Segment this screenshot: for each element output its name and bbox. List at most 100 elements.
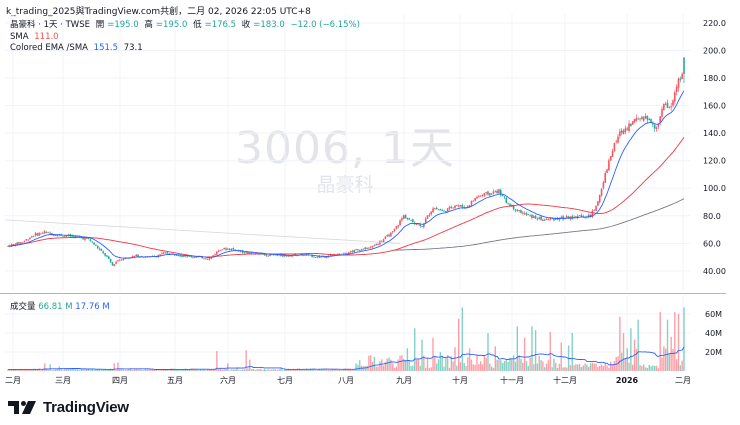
candle [576, 214, 579, 220]
volume-bar [106, 369, 108, 371]
svg-text:220.0: 220.0 [703, 19, 726, 28]
candle [109, 258, 112, 263]
volume-bar [589, 363, 592, 371]
candle [679, 76, 682, 83]
candle [661, 106, 663, 119]
candle [34, 232, 37, 237]
volume-bar [621, 352, 623, 371]
volume-bar [122, 369, 125, 371]
volume-bar [27, 369, 29, 371]
volume-bar [163, 369, 165, 371]
sma-legend-row[interactable]: SMA 111.0 [10, 32, 363, 44]
volume-bar [329, 370, 332, 371]
volume-bar [683, 307, 685, 371]
volume-bar [555, 362, 557, 371]
svg-text:120.0: 120.0 [703, 157, 726, 166]
candle [635, 114, 638, 122]
volume-bar [613, 361, 616, 371]
volume-bar [357, 364, 359, 371]
volume-bar [36, 369, 39, 371]
candle [639, 117, 641, 122]
candle [608, 158, 610, 171]
volume-bar [353, 369, 355, 371]
volume-bar [97, 369, 99, 371]
candle [653, 123, 656, 132]
volume-bar [571, 333, 573, 371]
candle [609, 156, 612, 161]
candle [613, 142, 616, 152]
volume-bar [516, 326, 518, 371]
volume-bar [102, 369, 104, 371]
candle [578, 214, 581, 216]
volume-bar [478, 364, 480, 371]
candle [523, 211, 526, 216]
candle [96, 245, 99, 250]
candle [483, 192, 486, 198]
volume-bar [274, 369, 277, 371]
volume-bar [340, 370, 343, 371]
volume-bar [289, 369, 291, 371]
candle [406, 217, 409, 221]
volume-bar [139, 369, 141, 371]
volume-bar [228, 370, 231, 371]
ema-legend-row[interactable]: Colored EMA /SMA 151.5 73.1 [10, 43, 363, 55]
candle [650, 118, 652, 123]
long-sma-faded-line [4, 219, 401, 244]
volume-bar [406, 348, 409, 371]
volume-bar [331, 369, 333, 371]
volume-bar [294, 369, 297, 371]
volume-bar [47, 370, 50, 371]
volume-bar [435, 363, 438, 371]
candle [494, 190, 497, 193]
candle [617, 134, 619, 144]
svg-text:40.00: 40.00 [703, 267, 726, 276]
candle [542, 218, 544, 222]
candle [620, 128, 623, 136]
close-label: 收 =183.0 [241, 20, 285, 30]
volume-bar [337, 369, 339, 371]
symbol-label[interactable]: 晶豪科 · 1天 · TWSE [10, 20, 90, 30]
volume-bar [84, 369, 86, 371]
volume-bar [177, 369, 180, 371]
svg-text:100.0: 100.0 [703, 184, 726, 193]
volume-bar [212, 369, 214, 371]
volume-bar [135, 368, 137, 371]
volume-bar [472, 364, 475, 371]
candle [630, 123, 632, 127]
volume-bar [179, 370, 181, 371]
volume-bar [635, 349, 638, 371]
volume-bar [71, 368, 73, 371]
candle [666, 99, 669, 109]
volume-bar [62, 370, 64, 371]
candle [631, 121, 634, 125]
volume-bar [12, 369, 15, 371]
candle [29, 237, 31, 240]
tradingview-logo[interactable]: TradingView [8, 399, 129, 416]
volume-bar [227, 363, 229, 371]
volume-bar [672, 349, 674, 371]
volume-bar [133, 369, 136, 371]
tradingview-logo-icon [8, 401, 36, 414]
volume-bar [291, 369, 293, 371]
candle [503, 196, 506, 200]
svg-text:80.0: 80.0 [703, 212, 721, 221]
price-chart[interactable]: 220.0 200.0 180.0 160.0 140.0 120.0 100.0 80.0 6… [0, 0, 740, 395]
volume-bar [432, 337, 434, 371]
volume-bar [663, 346, 665, 371]
candle [663, 103, 665, 111]
volume-bar [529, 357, 531, 371]
volume-bar [42, 369, 44, 371]
candle [428, 212, 431, 217]
volume-bar [573, 365, 575, 371]
volume-bar [520, 358, 522, 371]
volume-bar [93, 370, 95, 371]
volume-bar [642, 364, 645, 371]
candle [505, 196, 508, 204]
candle [424, 216, 427, 224]
svg-text:160.0: 160.0 [703, 102, 726, 111]
volume-label: 成交量 [10, 302, 36, 312]
volume-bar [282, 370, 284, 371]
volume-bar [234, 369, 236, 371]
volume-bar [219, 368, 222, 371]
volume-bar [258, 369, 260, 371]
